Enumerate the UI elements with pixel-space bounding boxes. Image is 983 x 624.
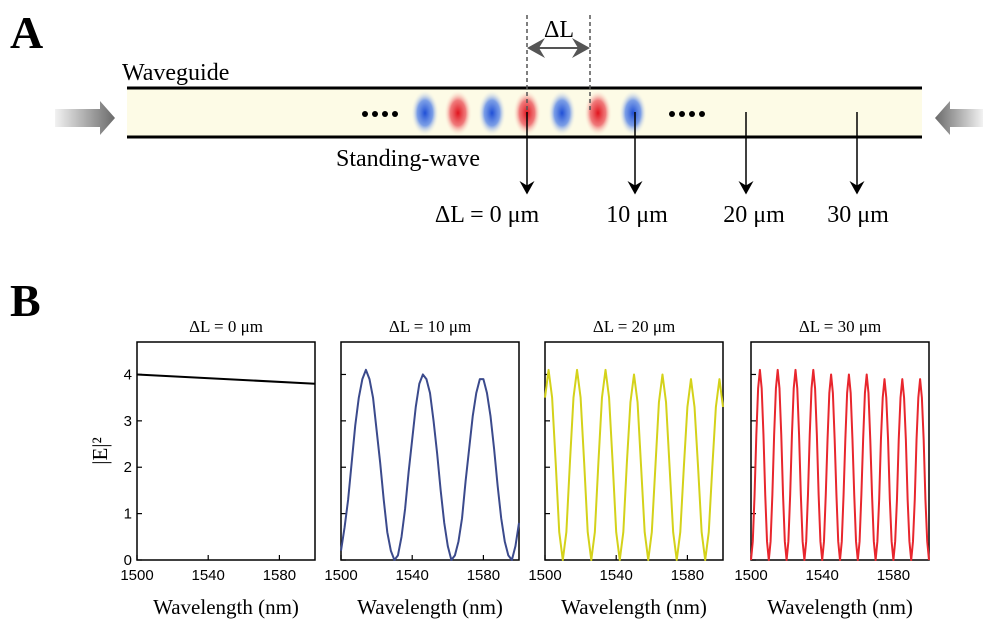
x-axis-label: Wavelength (nm) [357, 595, 503, 619]
plot-frame [136, 341, 316, 561]
x-tick-label: 1580 [877, 567, 910, 584]
panel-b: ΔL = 0 μm 1500 1540 1580 0 1 2 3 4 Wavelength (nm… [88, 317, 930, 619]
x-tick-label: 1500 [324, 567, 357, 584]
node [411, 90, 439, 136]
x-tick-label: 1580 [263, 567, 296, 584]
x-tick-label: 1500 [120, 567, 153, 584]
y-tick-label: 4 [124, 366, 132, 383]
standing-wave-label: Standing-wave [336, 146, 480, 172]
node [584, 90, 612, 136]
delta-label: ΔL [544, 17, 574, 43]
data-line [544, 368, 724, 561]
node [548, 90, 576, 136]
x-tick-label: 1540 [192, 567, 225, 584]
position-label: 20 μm [723, 202, 785, 228]
y-tick-label: 3 [124, 413, 132, 430]
x-tick-label: 1540 [396, 567, 429, 584]
data-line [750, 368, 930, 561]
x-tick-label: 1540 [806, 567, 839, 584]
chart-title: ΔL = 30 μm [799, 317, 881, 336]
panel-label: A [10, 7, 43, 58]
y-tick-label: 2 [124, 459, 132, 476]
position-label: 10 μm [606, 202, 668, 228]
plot-frame [340, 341, 520, 561]
x-tick-label: 1500 [528, 567, 561, 584]
y-tick-label: 1 [124, 506, 132, 523]
x-axis-label: Wavelength (nm) [767, 595, 913, 619]
x-tick-label: 1580 [671, 567, 704, 584]
panel-label: B [10, 275, 41, 326]
position-label: ΔL = 0 μm [435, 202, 540, 228]
x-axis-label: Wavelength (nm) [153, 595, 299, 619]
panel-a: A Waveguide ΔL Standing-wave ΔL = [10, 7, 983, 228]
y-tick-label: 0 [124, 552, 132, 569]
position-label: 30 μm [827, 202, 889, 228]
ellipsis [362, 111, 705, 117]
waveguide-label: Waveguide [122, 60, 229, 86]
data-line [340, 368, 520, 561]
node [478, 90, 506, 136]
input-arrow [935, 101, 983, 135]
x-tick-label: 1580 [467, 567, 500, 584]
data-line [136, 373, 316, 385]
node [619, 90, 647, 136]
chart-title: ΔL = 0 μm [189, 317, 263, 336]
y-axis-label: |E|² [88, 437, 112, 465]
node [444, 90, 472, 136]
chart-title: ΔL = 10 μm [389, 317, 471, 336]
x-tick-label: 1540 [600, 567, 633, 584]
x-axis-label: Wavelength (nm) [561, 595, 707, 619]
chart-title: ΔL = 20 μm [593, 317, 675, 336]
input-arrow [55, 101, 115, 135]
x-tick-label: 1500 [734, 567, 767, 584]
